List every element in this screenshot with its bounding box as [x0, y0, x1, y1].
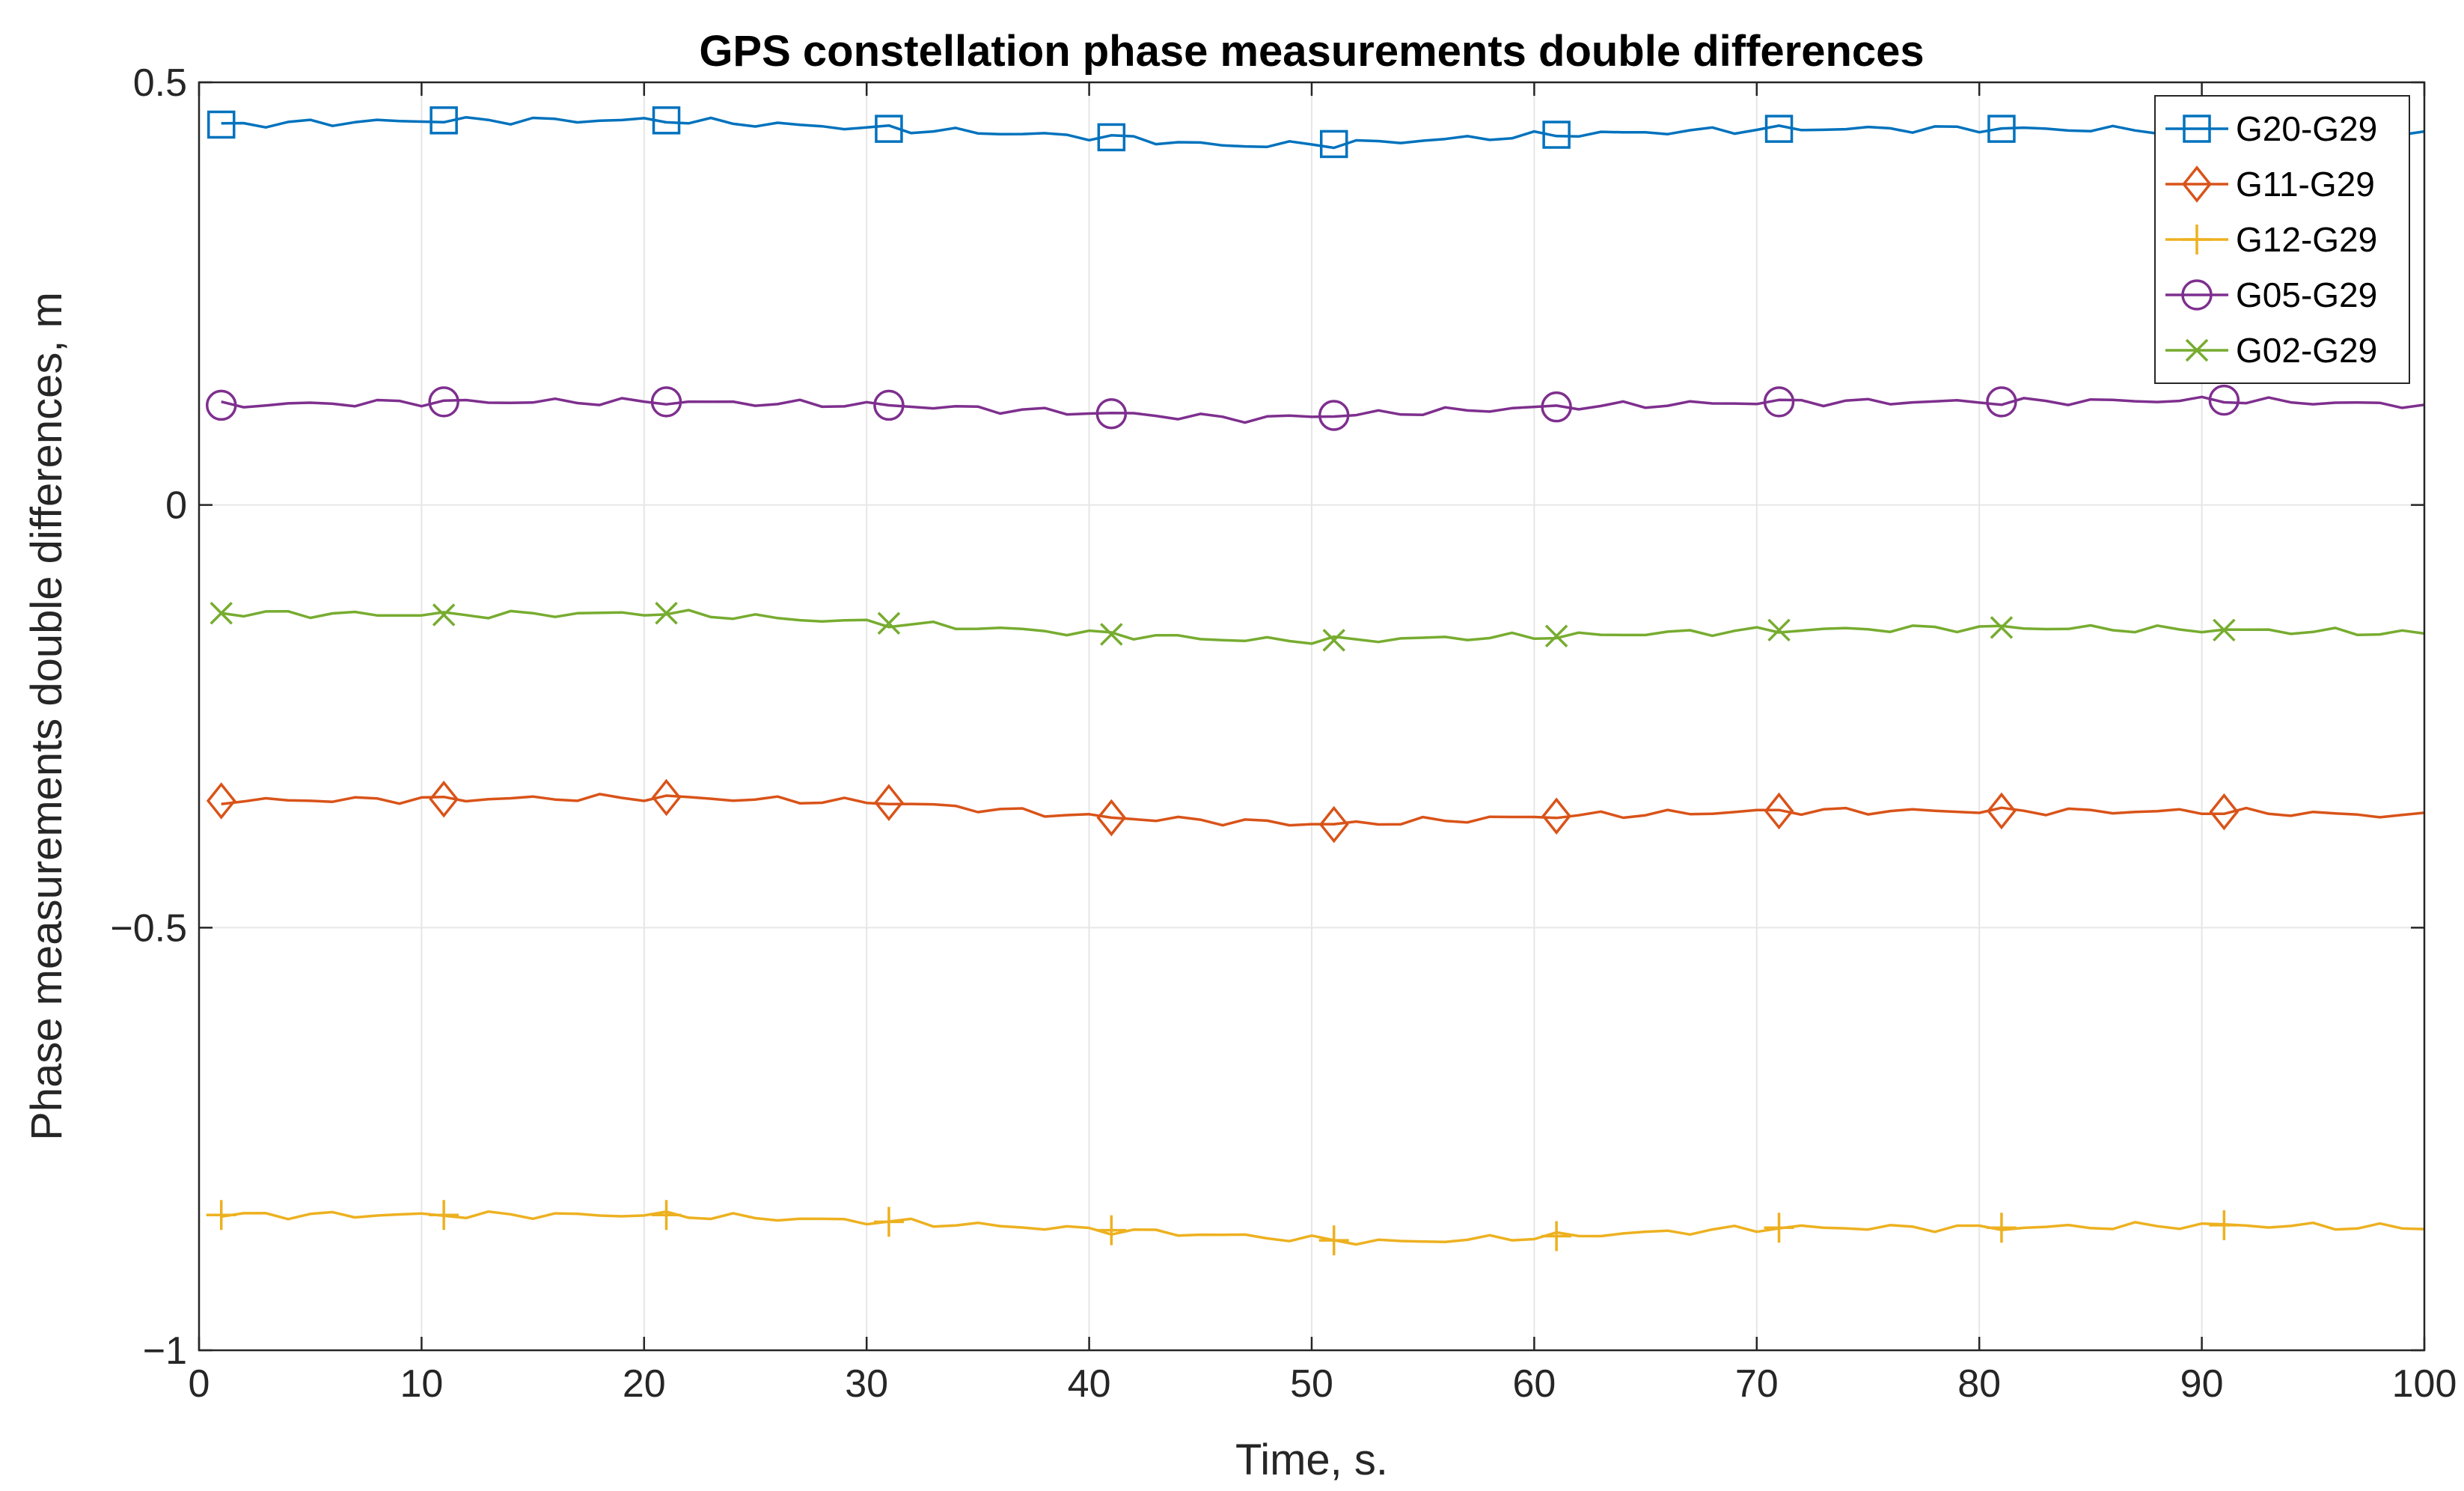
data-point-G12-G29 [1096, 1215, 1127, 1245]
plot-series [205, 106, 2425, 1256]
data-point-G11-G29 [206, 782, 236, 820]
data-point-G12-G29 [2209, 1210, 2240, 1240]
series-line-G20-G29 [221, 115, 2425, 150]
x-tick-label: 20 [623, 1362, 666, 1406]
data-point-G05-G29 [650, 386, 682, 418]
legend-marker [2185, 338, 2209, 362]
legend-item-G11-G29: G11-G29 [2165, 165, 2375, 204]
legend-marker [2181, 279, 2213, 311]
series-line-G11-G29 [221, 793, 2425, 827]
data-point-G20-G29 [1097, 123, 1126, 152]
data-point-G20-G29 [1764, 115, 1794, 143]
series-line-G05-G29 [221, 395, 2425, 424]
data-point-G20-G29 [207, 110, 236, 139]
data-point-G12-G29 [1318, 1225, 1349, 1256]
series-G05-G29 [205, 384, 2425, 431]
legend-label: G11-G29 [2236, 165, 2375, 204]
y-tick-label: 0.5 [133, 61, 187, 105]
data-point-G12-G29 [873, 1207, 904, 1237]
data-point-G12-G29 [1764, 1213, 1794, 1243]
data-point-G02-G29 [655, 601, 678, 625]
x-tick-label: 10 [400, 1362, 443, 1406]
chart-title: GPS constellation phase measurements dou… [699, 27, 1924, 76]
x-axis-label: Time, s. [1235, 1436, 1388, 1484]
data-point-G11-G29 [1096, 799, 1127, 837]
data-point-G05-G29 [1763, 386, 1795, 418]
data-point-G11-G29 [1318, 805, 1349, 844]
legend-marker [2182, 165, 2212, 203]
legend-label: G20-G29 [2236, 109, 2377, 148]
x-tick-label: 30 [845, 1362, 888, 1406]
data-point-G20-G29 [652, 106, 681, 135]
data-point-G05-G29 [1095, 397, 1128, 430]
data-point-G11-G29 [429, 780, 459, 818]
legend-marker [2183, 115, 2211, 143]
x-tick-label: 50 [1290, 1362, 1333, 1406]
series-line-G02-G29 [221, 609, 2425, 645]
legend-item-G20-G29: G20-G29 [2165, 109, 2377, 148]
series-line-G12-G29 [221, 1210, 2425, 1246]
data-point-G11-G29 [1764, 792, 1794, 830]
data-point-G02-G29 [2213, 618, 2236, 642]
data-point-G12-G29 [206, 1200, 236, 1231]
data-point-G20-G29 [1987, 115, 2016, 143]
data-point-G05-G29 [205, 389, 237, 421]
data-point-G02-G29 [1990, 616, 2014, 639]
data-point-G05-G29 [1541, 391, 1572, 423]
data-point-G02-G29 [1767, 618, 1791, 642]
data-point-G02-G29 [210, 601, 233, 625]
data-point-G02-G29 [1544, 624, 1568, 647]
data-point-G12-G29 [429, 1200, 459, 1231]
legend: G20-G29 G11-G29 G12-G29 G05-G29 G02-G29 [2154, 95, 2410, 384]
x-tick-label: 0 [189, 1362, 210, 1406]
x-tick-label: 90 [2180, 1362, 2224, 1406]
y-tick-label: −1 [143, 1329, 187, 1373]
data-point-G02-G29 [877, 612, 901, 635]
data-point-G20-G29 [875, 115, 903, 143]
data-point-G20-G29 [1319, 129, 1348, 159]
data-point-G11-G29 [1541, 797, 1571, 835]
data-point-G05-G29 [1318, 400, 1350, 431]
y-tick-label: 0 [165, 484, 187, 528]
x-tick-label: 70 [1735, 1362, 1779, 1406]
legend-label: G05-G29 [2236, 275, 2377, 314]
axis-ticks: 0 10 20 30 40 50 60 70 80 90 100 0.5 0 −0.5 −1 [110, 61, 2457, 1406]
data-point-G02-G29 [1322, 629, 1345, 652]
data-point-G05-G29 [428, 386, 459, 418]
data-point-G11-G29 [874, 784, 904, 821]
legend-item-G02-G29: G02-G29 [2165, 331, 2377, 370]
grid [199, 82, 2424, 1350]
legend-label: G02-G29 [2236, 331, 2377, 370]
data-point-G20-G29 [1542, 121, 1571, 149]
data-point-G02-G29 [432, 603, 456, 626]
x-tick-label: 100 [2392, 1362, 2457, 1406]
data-point-G11-G29 [2209, 793, 2240, 831]
legend-label: G12-G29 [2236, 220, 2377, 259]
data-point-G11-G29 [651, 778, 682, 817]
x-tick-label: 60 [1512, 1362, 1556, 1406]
data-point-G02-G29 [1100, 623, 1123, 646]
legend-item-G05-G29: G05-G29 [2165, 275, 2377, 314]
legend-marker [2182, 225, 2212, 254]
y-tick-label: −0.5 [110, 906, 187, 950]
series-G11-G29 [206, 778, 2425, 844]
series-G12-G29 [206, 1200, 2425, 1256]
data-point-G11-G29 [1987, 792, 2017, 830]
data-point-G12-G29 [1986, 1213, 2017, 1243]
series-G02-G29 [210, 601, 2425, 652]
x-tick-label: 80 [1957, 1362, 2001, 1406]
data-point-G05-G29 [1986, 386, 2017, 418]
data-point-G12-G29 [651, 1200, 682, 1231]
data-point-G05-G29 [2208, 384, 2240, 416]
data-point-G05-G29 [873, 389, 905, 421]
x-tick-label: 40 [1068, 1362, 1111, 1406]
y-axis-label: Phase measurements double differences, m [22, 292, 71, 1141]
data-point-G12-G29 [1541, 1221, 1572, 1251]
legend-item-G12-G29: G12-G29 [2165, 220, 2377, 259]
data-point-G20-G29 [429, 106, 458, 135]
